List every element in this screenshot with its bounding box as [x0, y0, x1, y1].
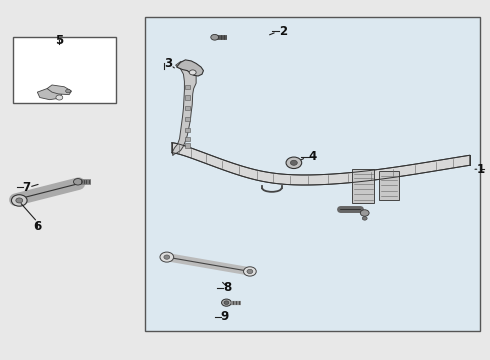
- Text: 6: 6: [33, 220, 42, 233]
- Bar: [352, 169, 374, 203]
- Bar: [185, 128, 190, 132]
- Circle shape: [291, 160, 297, 165]
- Circle shape: [286, 157, 302, 168]
- Bar: [13, 37, 116, 103]
- Bar: [185, 117, 190, 121]
- Text: 2: 2: [279, 25, 287, 38]
- Circle shape: [164, 255, 170, 259]
- Circle shape: [224, 301, 229, 305]
- Bar: [185, 85, 190, 89]
- Bar: [185, 136, 190, 141]
- Polygon shape: [37, 89, 62, 100]
- Circle shape: [56, 95, 63, 100]
- Circle shape: [221, 299, 231, 306]
- Circle shape: [16, 198, 23, 203]
- Polygon shape: [172, 143, 470, 185]
- Text: 5: 5: [55, 33, 63, 47]
- Text: 3: 3: [164, 57, 172, 70]
- Text: 7: 7: [23, 181, 31, 194]
- Circle shape: [360, 210, 369, 216]
- Circle shape: [362, 217, 367, 220]
- Bar: [185, 95, 190, 100]
- Circle shape: [66, 89, 71, 93]
- Text: 8: 8: [223, 281, 231, 294]
- Polygon shape: [176, 60, 203, 76]
- Polygon shape: [172, 62, 196, 156]
- Text: 9: 9: [220, 310, 229, 324]
- Circle shape: [74, 179, 82, 185]
- Text: 4: 4: [309, 150, 317, 163]
- Circle shape: [211, 35, 219, 40]
- Circle shape: [247, 269, 253, 274]
- Text: 1: 1: [476, 163, 485, 176]
- Circle shape: [160, 252, 173, 262]
- Bar: [145, 17, 480, 330]
- Circle shape: [244, 267, 256, 276]
- Polygon shape: [47, 85, 72, 95]
- Circle shape: [189, 70, 196, 75]
- Bar: [379, 171, 399, 200]
- Bar: [185, 143, 190, 148]
- Bar: [185, 106, 190, 111]
- Circle shape: [11, 195, 27, 206]
